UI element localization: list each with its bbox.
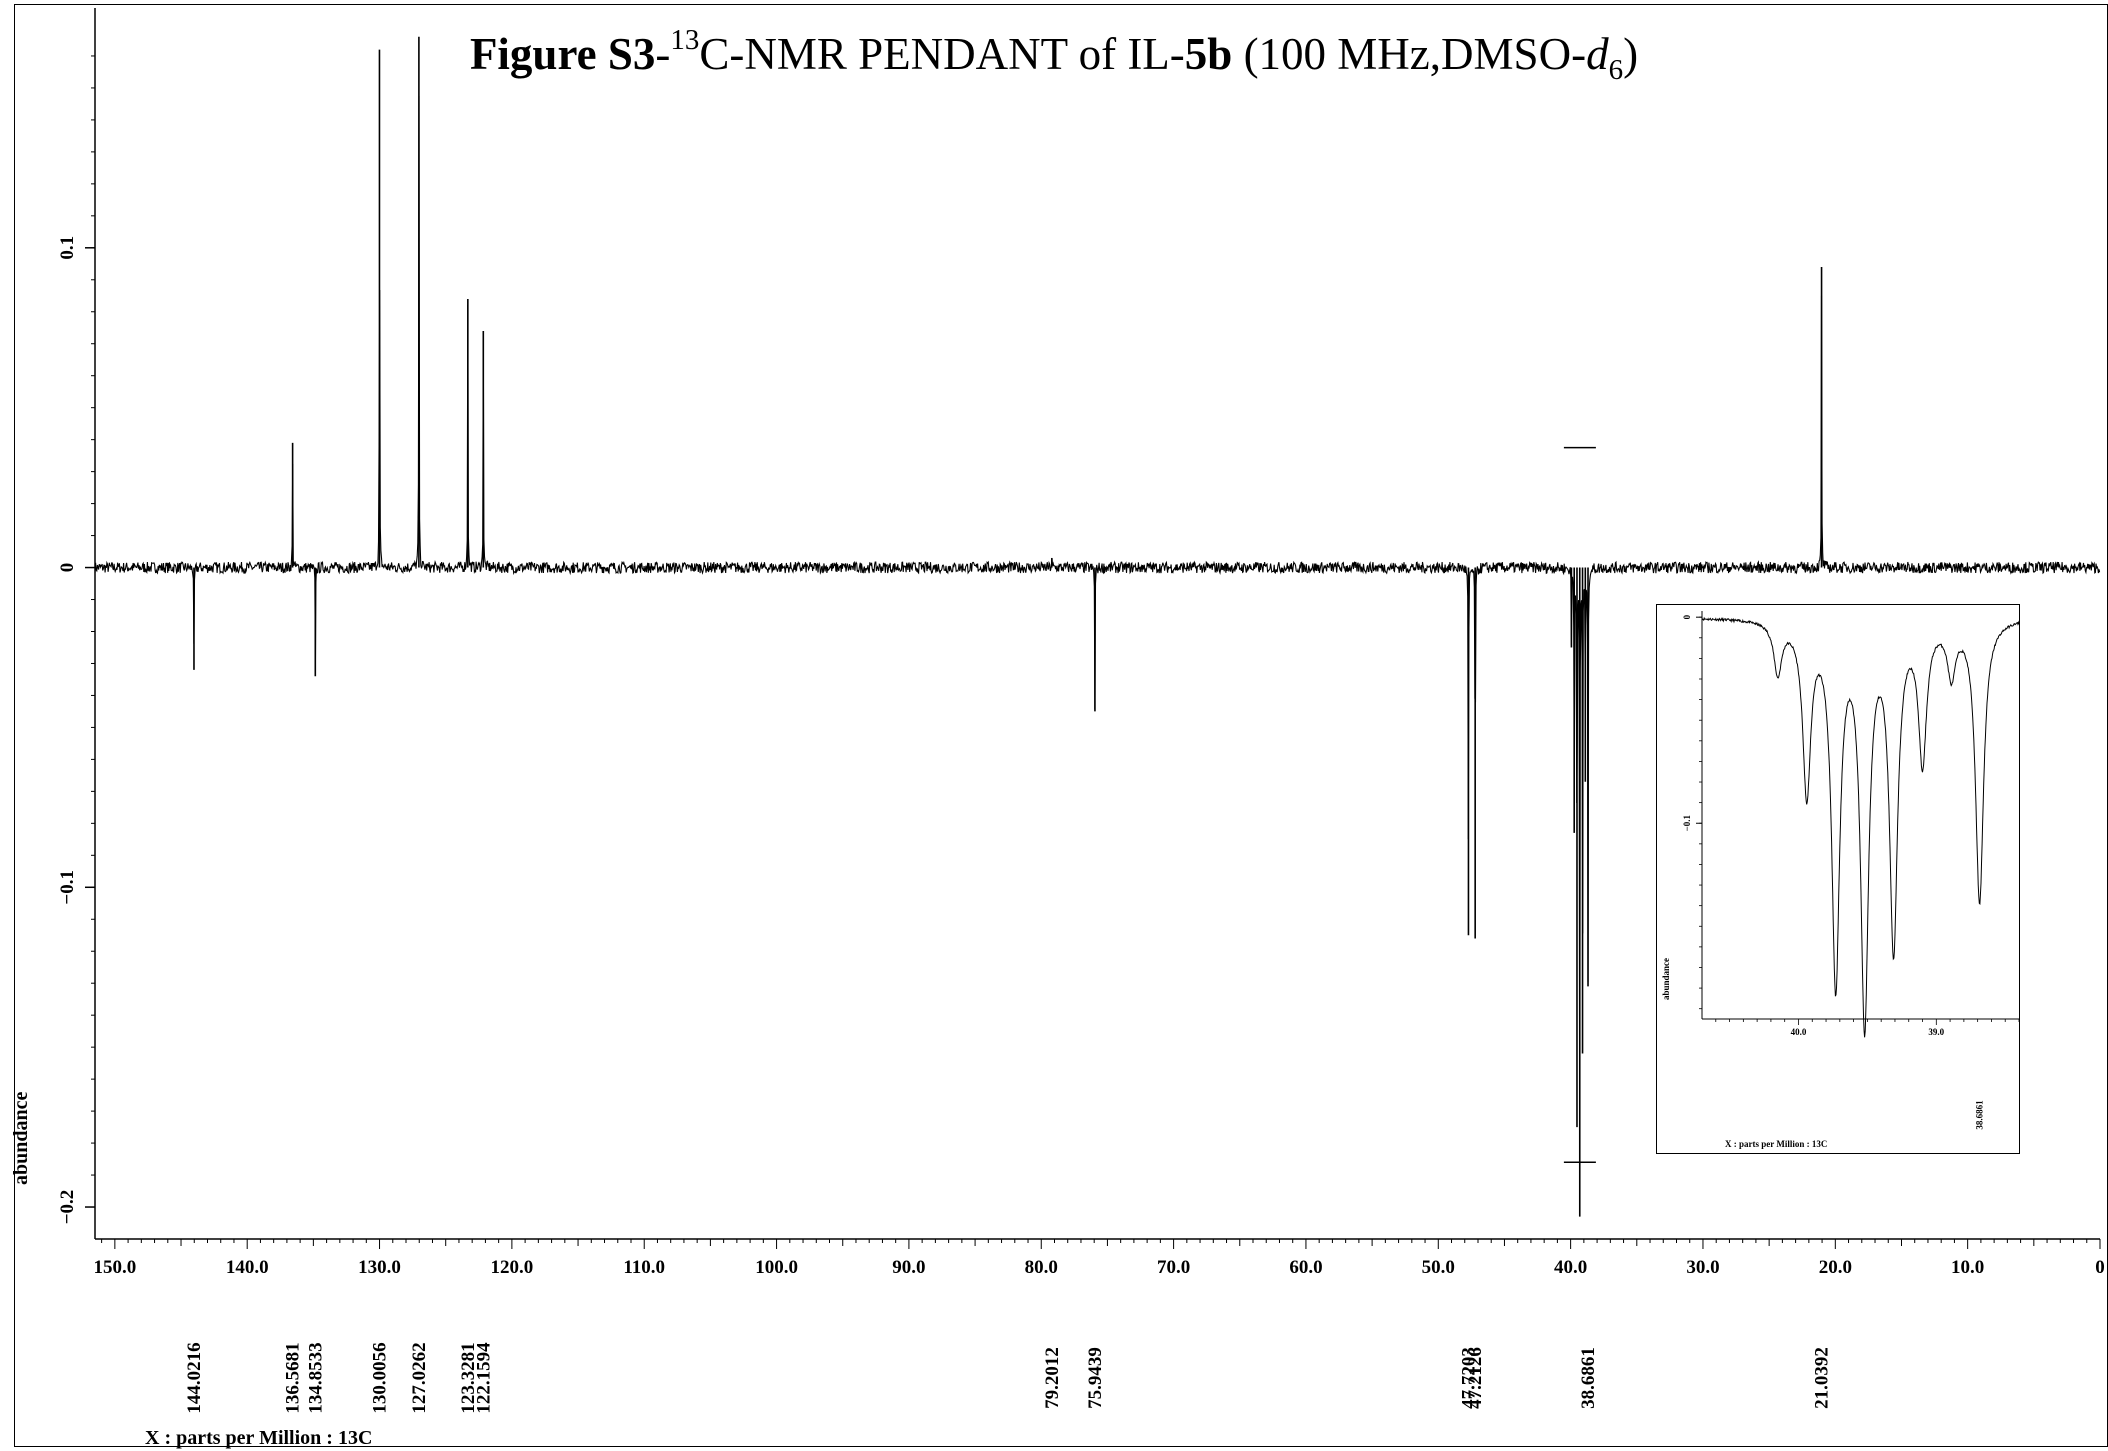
x-tick-label: 60.0 <box>1289 1257 1322 1278</box>
peak-label: 47.7203 <box>1458 1347 1479 1409</box>
x-tick-label: 70.0 <box>1157 1257 1190 1278</box>
x-tick-label: 90.0 <box>892 1257 925 1278</box>
inset-x-tick-label: 39.0 <box>1928 1027 1944 1037</box>
y-tick-label: −0.1 <box>57 870 78 905</box>
x-tick-label: 150.0 <box>93 1257 136 1278</box>
peak-label: 123.3281 <box>458 1342 479 1413</box>
title-solvent-sub: 6 <box>1608 54 1624 86</box>
peak-label: 122.1594 <box>473 1342 494 1414</box>
x-tick-label: 100.0 <box>755 1257 798 1278</box>
inset-x-tick-label: 40.0 <box>1791 1027 1807 1037</box>
x-tick-label: 140.0 <box>226 1257 269 1278</box>
main-spectrum <box>94 36 2101 1217</box>
inset-spectrum-trace <box>1701 616 2020 1038</box>
main-axes: 0.1 0 −0.1 −0.2 150.0 140.0 130.0 120.0 110.0 100… <box>57 8 2105 1278</box>
inset-y-axis-label: abundance <box>1661 957 1671 1000</box>
inset-x-axis-label: X : parts per Million : 13C <box>1725 1139 1828 1149</box>
peak-label-group: 144.0216 136.5681 134.8533 130.0056 127.0262… <box>184 1342 1833 1414</box>
peak-label: 75.9439 <box>1085 1347 1106 1409</box>
x-tick-label: 10.0 <box>1951 1257 1984 1278</box>
title-prefix: Figure S3 <box>469 29 656 79</box>
peak-label: 38.6861 <box>1578 1347 1599 1409</box>
x-tick-label: 30.0 <box>1686 1257 1719 1278</box>
inset-axes: 0 −0.1 40.0 39.0 <box>1682 611 2020 1037</box>
peak-label: 144.0216 <box>184 1342 205 1413</box>
spectrum-trace <box>94 95 2101 1173</box>
x-tick-label: 0 <box>2095 1257 2105 1278</box>
inset-y-tick-label: −0.1 <box>1682 815 1692 832</box>
inset-y-tick-label: 0 <box>1682 614 1692 619</box>
title-main: C-NMR PENDANT of IL- <box>699 29 1185 79</box>
inset-peak-label: 38.6861 <box>1975 1100 1985 1130</box>
x-tick-label: 50.0 <box>1422 1257 1455 1278</box>
integral-marks <box>1563 446 1596 1164</box>
x-tick-label: 80.0 <box>1025 1257 1058 1278</box>
peak-label: 127.0262 <box>409 1342 430 1413</box>
peak-label: 130.0056 <box>369 1342 390 1413</box>
y-tick-label: 0 <box>57 563 78 573</box>
x-tick-label: 120.0 <box>491 1257 534 1278</box>
peak-label: 136.5681 <box>283 1342 304 1413</box>
inset-peak-labels: 38.6861 <box>1975 1100 1985 1130</box>
x-tick-label: 20.0 <box>1819 1257 1852 1278</box>
title-solvent: d <box>1586 29 1609 79</box>
chart-title: Figure S3-13C-NMR PENDANT of IL-5b (100 … <box>469 24 1639 86</box>
title-compound: 5b <box>1184 29 1233 79</box>
y-tick-label: −0.2 <box>57 1190 78 1225</box>
y-axis-label: abundance <box>10 1091 32 1185</box>
x-axis-label: X : parts per Million : 13C <box>145 1427 373 1449</box>
title-isotope: 13 <box>670 24 700 56</box>
inset-spectrum <box>1701 616 2020 1038</box>
x-tick-label: 40.0 <box>1554 1257 1587 1278</box>
peak-label: 47.2126 <box>1465 1347 1486 1409</box>
title-close: ) <box>1623 29 1639 79</box>
inset-panel: 0 −0.1 40.0 39.0 38.6861 abundance X : part… <box>1656 604 2020 1154</box>
x-tick-label: 130.0 <box>358 1257 401 1278</box>
inset-plot: 0 −0.1 40.0 39.0 38.6861 <box>1682 611 2020 1130</box>
peak-label: 134.8533 <box>305 1342 326 1413</box>
y-tick-label: 0.1 <box>57 236 78 260</box>
peak-label: 21.0392 <box>1812 1347 1833 1409</box>
title-conditions: (100 MHz,DMSO- <box>1232 29 1587 79</box>
peak-label: 79.2012 <box>1042 1347 1063 1409</box>
x-tick-label: 110.0 <box>623 1257 665 1278</box>
